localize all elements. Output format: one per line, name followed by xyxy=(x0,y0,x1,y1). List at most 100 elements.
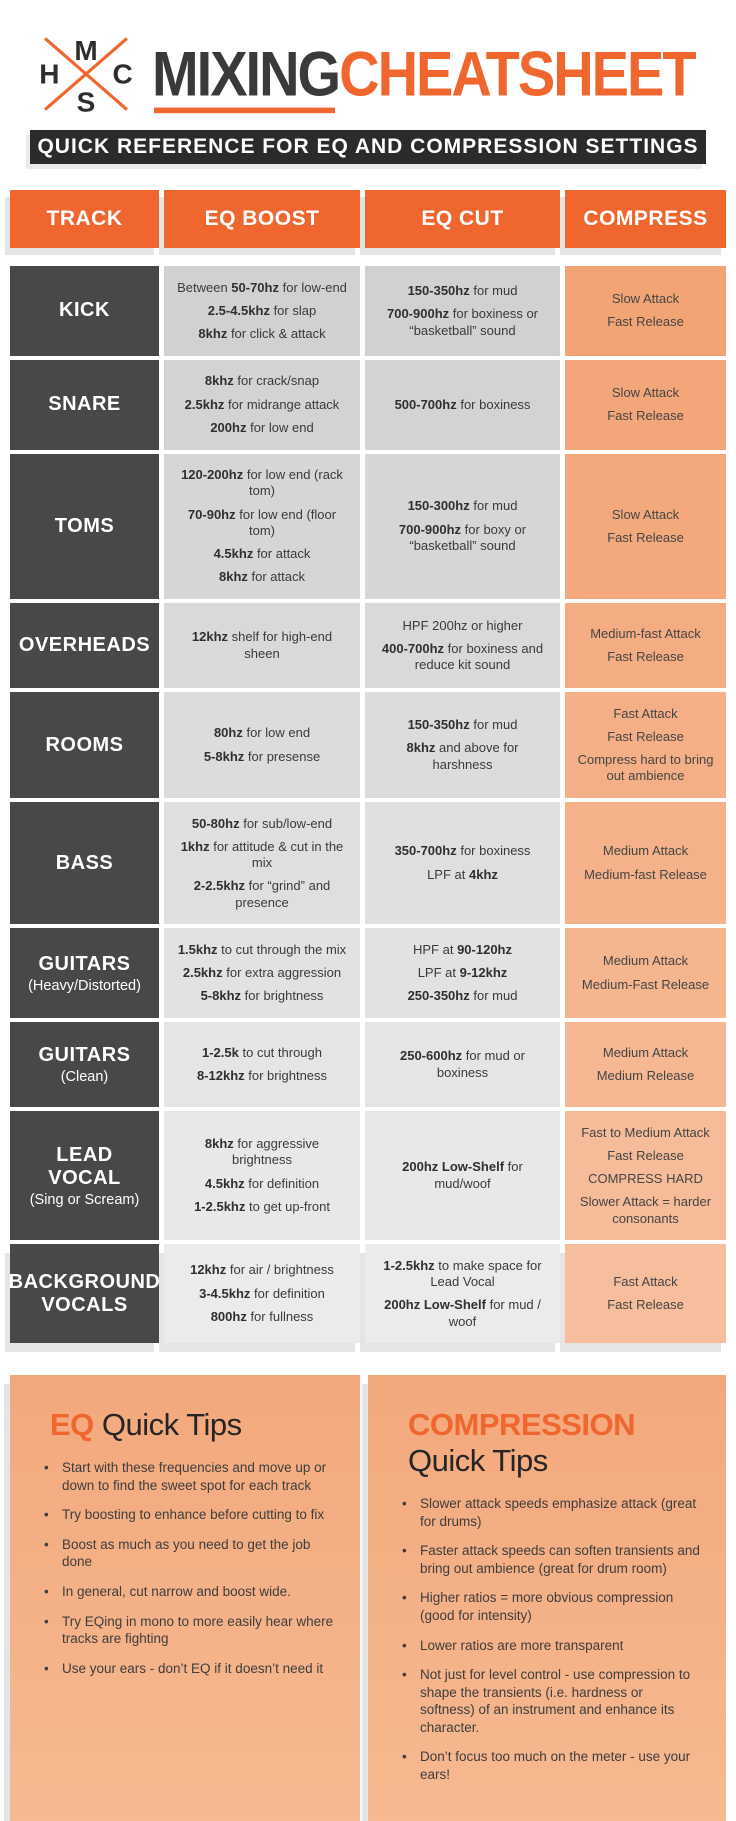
eq-cut-cell: HPF at 90-120hz LPF at 9-12khz 250-350hz f… xyxy=(365,928,560,1018)
tip-item: Try boosting to enhance before cutting t… xyxy=(40,1506,334,1524)
compress-cell: Fast to Medium Attack Fast Release COMPRES… xyxy=(565,1111,726,1241)
eq-boost-cell: 1.5khz to cut through the mix 2.5khz for … xyxy=(164,928,360,1018)
eq-tips-title-accent: EQ xyxy=(50,1407,94,1443)
eq-cut-cell: HPF 200hz or higher 400-700hz for boxines… xyxy=(365,603,560,688)
subtitle-bar: QUICK REFERENCE FOR EQ AND COMPRESSION S… xyxy=(30,130,706,164)
title-cheatsheet: CHEATSHEET xyxy=(339,38,696,109)
cell-line: 12khz for air / brightness xyxy=(190,1262,334,1278)
cell-line: 150-350hz for mud xyxy=(407,283,518,298)
tip-item: Lower ratios are more transparent xyxy=(398,1637,700,1655)
eq-boost-cell: 120-200hz for low end (rack tom) 70-90hz … xyxy=(164,453,360,599)
cell-line: 2.5khz for midrange attack xyxy=(184,396,340,412)
tip-item: Boost as much as you need to get the job… xyxy=(40,1536,334,1571)
cell-line: 4.5khz for definition xyxy=(204,1175,320,1191)
cell-line: 50-80hz for sub/low-end xyxy=(191,815,333,831)
eq-boost-cell: 50-80hz for sub/low-end 1khz for attitude… xyxy=(164,802,360,925)
tip-item: Slower attack speeds emphasize attack (g… xyxy=(398,1495,700,1530)
cell-line: 80hz for low end xyxy=(213,725,311,741)
track-cell: OVERHEADS xyxy=(10,603,159,688)
cell-line: Medium Release xyxy=(596,1068,695,1083)
track-name: BACKGROUND VOCALS xyxy=(8,1270,161,1316)
cell-line: 120-200hz for low end (rack tom) xyxy=(181,467,343,499)
cell-line: 1.5khz to cut through the mix xyxy=(177,941,347,957)
cell-line: Fast Release xyxy=(607,728,684,744)
logo-letter-c: C xyxy=(112,59,132,90)
cell-line: Slower Attack = harder consonants xyxy=(579,1194,712,1226)
cell-line: 2.5-4.5khz for slap xyxy=(207,302,317,318)
cell-line: Slow Attack xyxy=(611,384,680,400)
eq-boost-cell: 80hz for low end 5-8khz for presense xyxy=(164,692,360,798)
cell-line: 400-700hz for boxiness and reduce kit so… xyxy=(381,640,544,673)
compression-tips-title: COMPRESSION Quick Tips xyxy=(408,1407,700,1479)
cell-line: Medium Attack xyxy=(602,843,689,859)
track-subtitle: (Sing or Scream) xyxy=(29,1191,140,1208)
cell-line: 200hz Low-Shelf for mud / woof xyxy=(384,1297,541,1329)
cell-line: Fast Attack xyxy=(613,1274,678,1289)
cell-line: 2-2.5khz for “grind” and presence xyxy=(193,878,331,910)
cell-line: 5-8khz for brightness xyxy=(200,988,324,1004)
track-subtitle: (Heavy/Distorted) xyxy=(28,977,141,994)
cell-line: 1-2.5khz to make space for Lead Vocal xyxy=(383,1257,542,1289)
track-name: SNARE xyxy=(48,393,121,416)
logo-letter-s: S xyxy=(77,87,96,116)
eq-tips-title-rest: Quick Tips xyxy=(93,1407,242,1443)
cell-line: Fast Release xyxy=(607,1297,684,1313)
mixing-cheatsheet-infographic: M H C S MIXINGCHEATSHEET QUICK REFERENCE… xyxy=(0,32,736,1821)
cell-line: 2.5khz for extra aggression xyxy=(182,965,342,980)
cell-line: 500-700hz for boxiness xyxy=(394,396,531,412)
cell-line: 1-2.5khz to get up-front xyxy=(194,1198,330,1214)
cell-line: 8-12khz for brightness xyxy=(196,1068,328,1083)
cell-line: LPF at 9-12khz xyxy=(417,965,508,980)
compress-cell: Slow Attack Fast Release xyxy=(565,453,726,599)
cell-line: 8khz for click & attack xyxy=(198,326,326,341)
compress-cell: Medium Attack Medium Release xyxy=(565,1022,726,1107)
cell-line: Medium Attack xyxy=(602,1044,689,1060)
cell-line: 200hz for low end xyxy=(210,419,314,435)
mhcs-logo-icon: M H C S xyxy=(39,35,132,116)
track-name: OVERHEADS xyxy=(18,634,151,656)
track-name: GUITARS xyxy=(38,952,131,975)
title-mixing: MIXING xyxy=(152,38,341,114)
quick-tips-section: EQ Quick Tips Start with these frequenci… xyxy=(10,1375,726,1821)
brand-row: M H C S MIXINGCHEATSHEET xyxy=(30,32,706,116)
cell-line: 700-900hz for boxiness or “basketball” s… xyxy=(386,306,539,338)
cell-line: 5-8khz for presense xyxy=(203,748,321,764)
eq-cut-cell: 250-600hz for mud or boxiness xyxy=(365,1022,560,1107)
cell-line: Slow Attack xyxy=(611,506,680,522)
cell-line: Medium-fast Release xyxy=(584,866,707,882)
compress-cell: Fast Attack Fast Release xyxy=(565,1244,726,1344)
track-cell: BASS xyxy=(10,802,159,925)
cell-line: HPF at 90-120hz xyxy=(413,941,512,957)
cell-line: 350-700hz for boxiness xyxy=(394,843,531,859)
compression-tips-box: COMPRESSION Quick Tips Slower attack spe… xyxy=(368,1375,726,1821)
cell-line: 150-350hz for mud xyxy=(407,717,518,733)
eq-cut-cell: 150-350hz for mud 700-900hz for boxiness … xyxy=(365,266,560,356)
tip-item: Not just for level control - use compres… xyxy=(398,1666,700,1736)
compress-cell: Medium Attack Medium-fast Release xyxy=(565,802,726,925)
tip-item: Start with these frequencies and move up… xyxy=(40,1459,334,1494)
cell-line: Medium-Fast Release xyxy=(581,976,710,992)
cell-line: 250-350hz for mud xyxy=(407,988,518,1004)
cell-line: Fast Release xyxy=(607,408,684,424)
compression-tips-list: Slower attack speeds emphasize attack (g… xyxy=(398,1495,700,1783)
tip-item: Higher ratios = more obvious compression… xyxy=(398,1589,700,1624)
track-cell: BACKGROUND VOCALS xyxy=(8,1244,161,1344)
cell-line: 250-600hz for mud or boxiness xyxy=(399,1048,525,1080)
cell-line: Between 50-70hz for low-end xyxy=(177,279,347,295)
track-cell: TOMS xyxy=(10,453,159,599)
compress-cell: Slow Attack Fast Release xyxy=(565,359,726,450)
cell-line: 4.5khz for attack xyxy=(213,546,311,561)
tip-item: Use your ears - don’t EQ if it doesn’t n… xyxy=(40,1660,334,1678)
track-subtitle: (Clean) xyxy=(60,1069,109,1085)
cell-line: 1-2.5k to cut through xyxy=(202,1044,322,1060)
cell-line: 8khz for attack xyxy=(219,569,305,585)
compress-cell: Medium-fast Attack Fast Release xyxy=(565,603,726,688)
eq-boost-cell: 1-2.5k to cut through 8-12khz for brightn… xyxy=(164,1022,360,1107)
track-name: BASS xyxy=(55,851,114,874)
settings-table: TRACK EQ BOOST EQ CUT COMPRESS KICK Between 5… xyxy=(8,190,726,1344)
cell-line: 800hz for fullness xyxy=(210,1308,314,1324)
eq-boost-cell: 12khz for air / brightness 3-4.5khz for d… xyxy=(164,1244,360,1344)
eq-cut-cell: 350-700hz for boxiness LPF at 4khz xyxy=(365,802,560,925)
track-name: KICK xyxy=(59,299,110,322)
track-cell: GUITARS (Clean) xyxy=(10,1022,159,1107)
